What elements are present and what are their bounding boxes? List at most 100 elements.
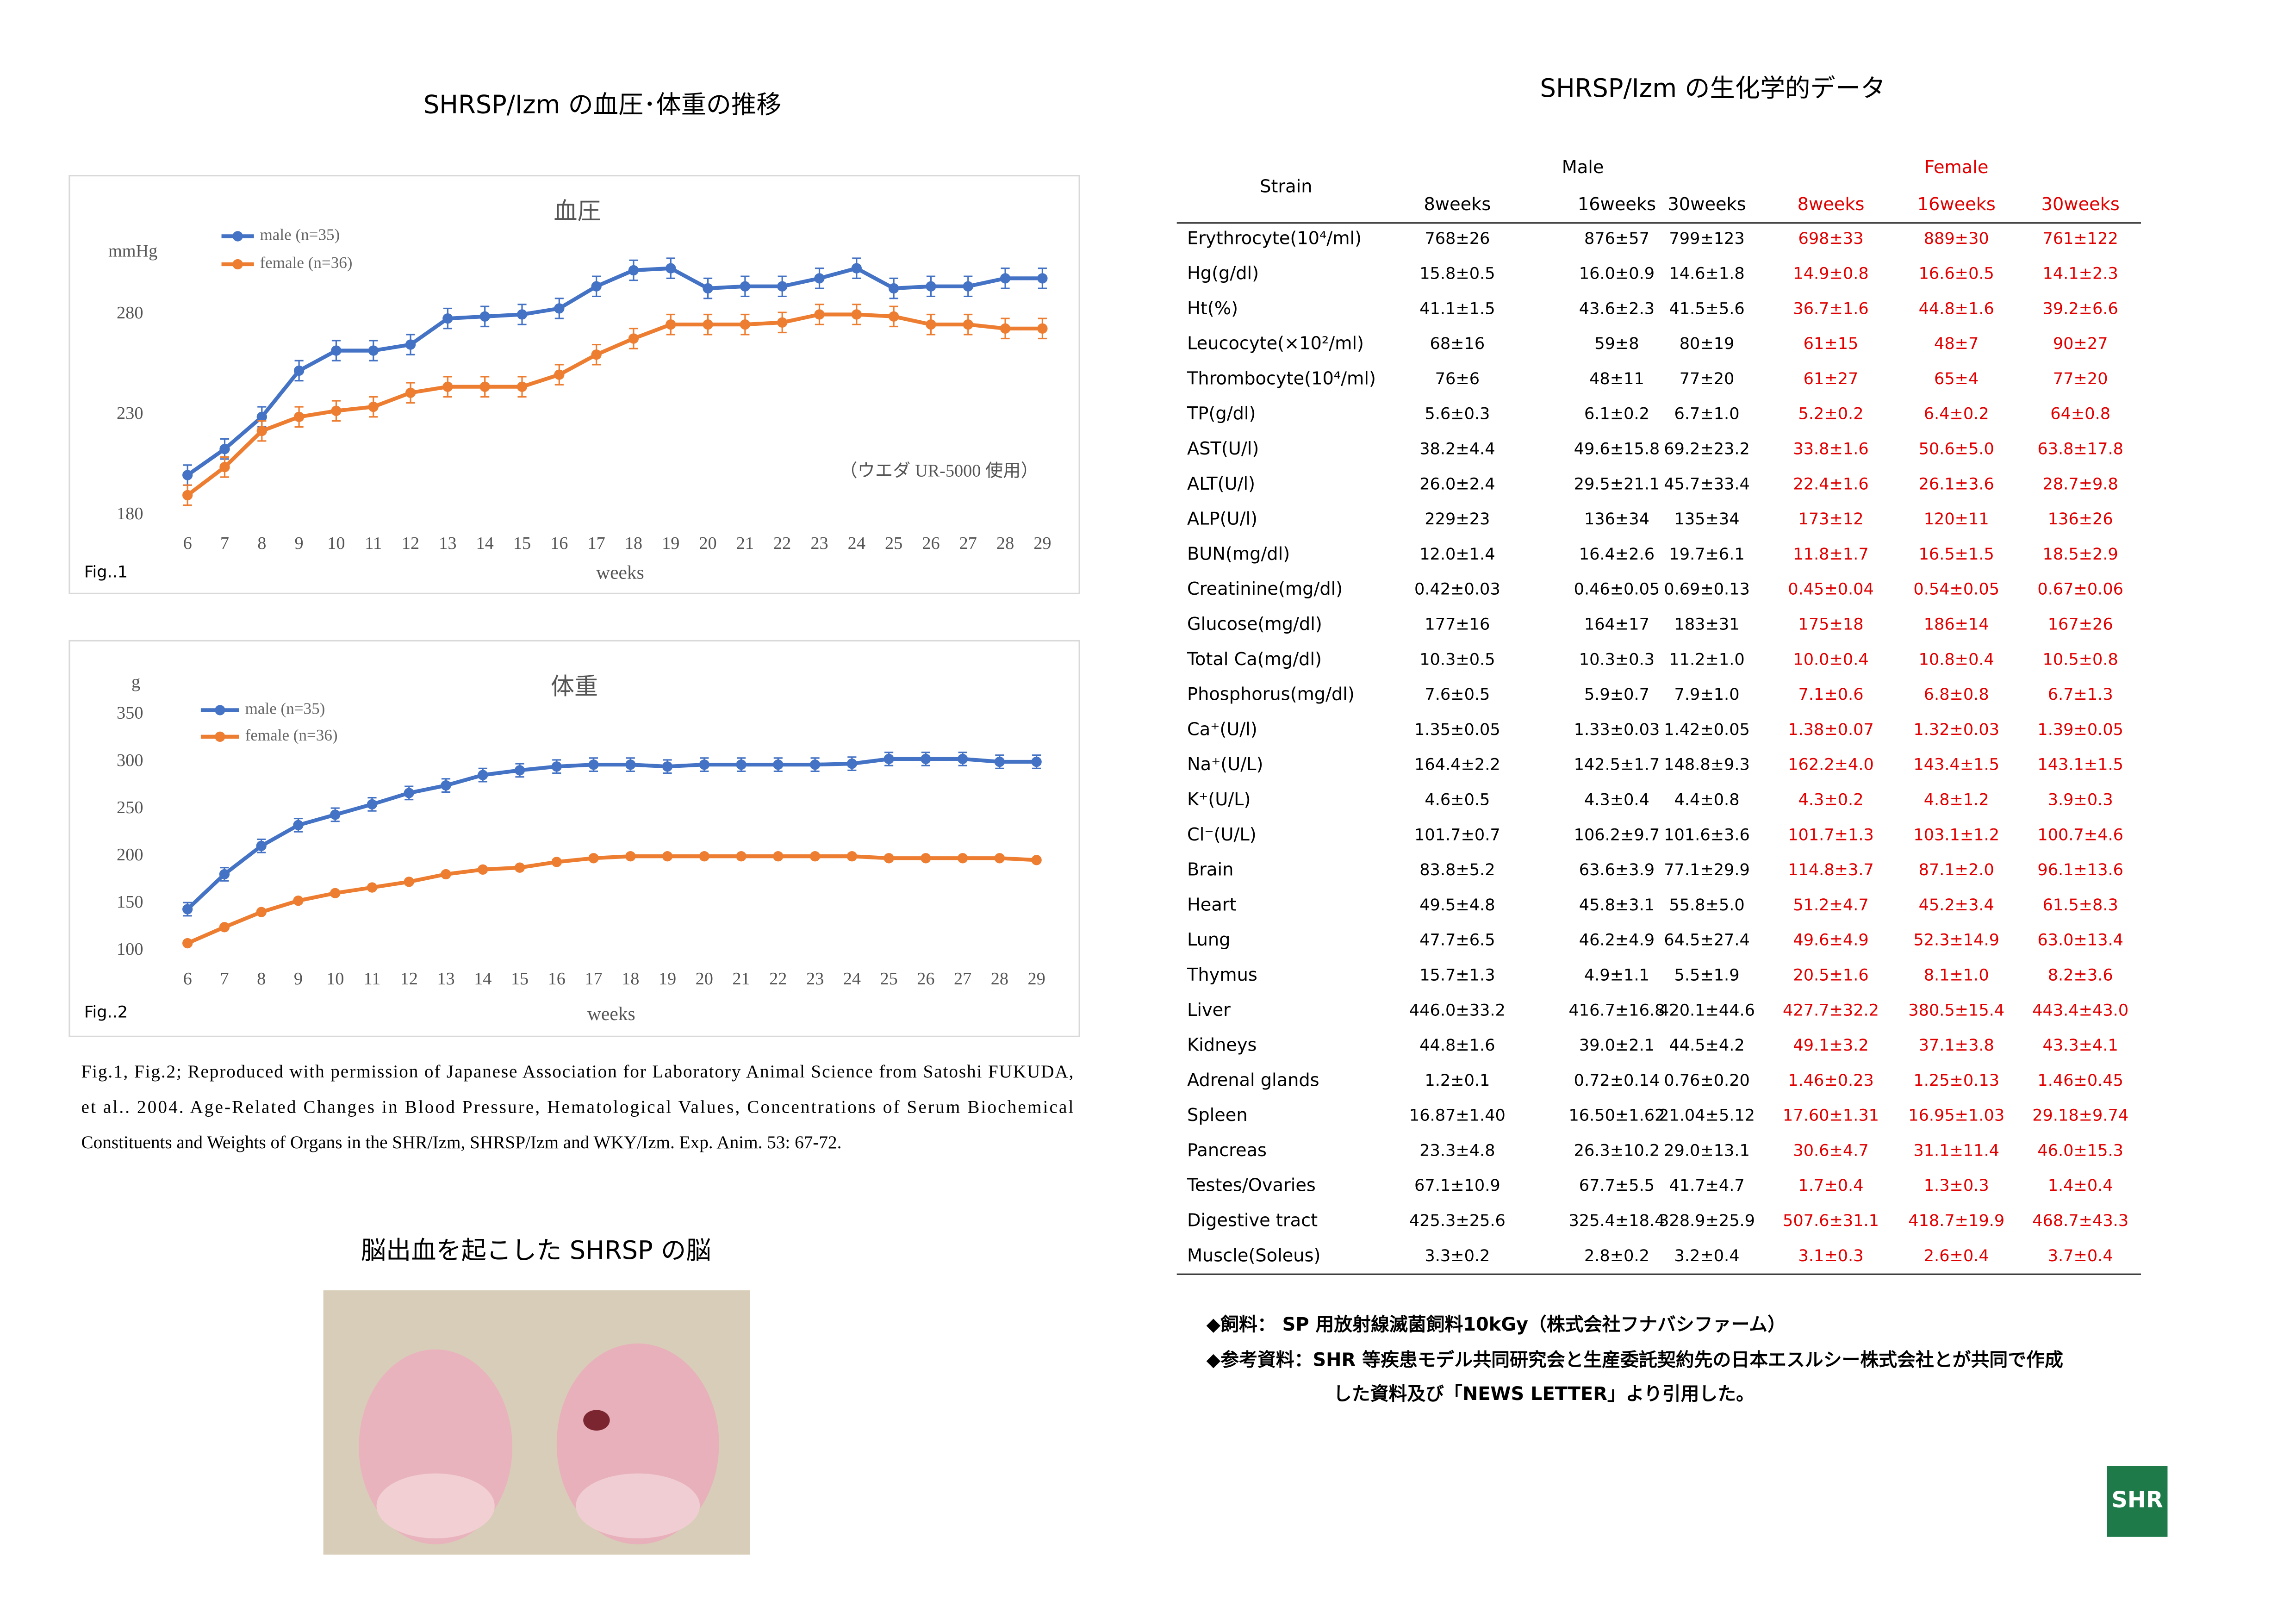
y-axis-label: g: [131, 672, 140, 692]
table-cell: 3.1±0.3: [1798, 1246, 1864, 1265]
x-tick-label: 20: [699, 534, 716, 553]
marker: [478, 770, 488, 780]
table-cell: 1.35±0.05: [1414, 720, 1500, 739]
heading: SHRSP/Izm の生化学的データ: [1540, 74, 1886, 103]
row-label: Adrenal glands: [1187, 1070, 1319, 1090]
marker: [331, 405, 342, 416]
marker: [591, 281, 602, 292]
logo-box: [2107, 1466, 2168, 1537]
marker: [330, 809, 341, 820]
table-cell: 69.2±23.2: [1664, 440, 1750, 459]
table-cell: 39.0±2.1: [1579, 1036, 1655, 1055]
table-cell: 44.5±4.2: [1669, 1036, 1744, 1055]
table-cell: 1.38±0.07: [1788, 720, 1874, 739]
marker: [926, 319, 936, 330]
row-label: Digestive tract: [1187, 1210, 1318, 1231]
table-cell: 1.46±0.45: [2037, 1071, 2123, 1090]
table-cell: 1.46±0.23: [1788, 1071, 1874, 1090]
table-cell: 6.4±0.2: [1924, 404, 1989, 423]
marker: [963, 281, 973, 292]
marker: [591, 349, 602, 360]
x-tick-label: 8: [257, 534, 266, 553]
table-cell: 698±33: [1798, 229, 1864, 248]
table-cell: 41.7±4.7: [1669, 1176, 1744, 1195]
table-cell: 29.0±13.1: [1664, 1141, 1750, 1160]
row-label: Ca⁺(U/l): [1187, 719, 1257, 740]
table-cell: 1.2±0.1: [1425, 1071, 1490, 1090]
marker: [703, 319, 713, 330]
marker: [588, 759, 599, 770]
x-tick-label: 10: [326, 969, 344, 989]
row-label: ALP(U/l): [1187, 509, 1257, 529]
marker: [994, 853, 1005, 864]
table-cell: 37.1±3.8: [1919, 1036, 1994, 1055]
marker: [588, 853, 599, 864]
table-cell: 43.3±4.1: [2043, 1036, 2118, 1055]
x-tick-label: 6: [183, 969, 192, 989]
table-cell: 507.6±31.1: [1783, 1211, 1879, 1230]
table-cell: 4.8±1.2: [1924, 790, 1989, 809]
table-cell: 16.87±1.40: [1409, 1106, 1506, 1125]
figure-label: Fig..2: [84, 1002, 128, 1021]
marker: [777, 281, 788, 292]
table-cell: 4.4±0.8: [1674, 790, 1740, 809]
table-cell: 61±15: [1804, 334, 1859, 353]
table-cell: 8.1±1.0: [1924, 965, 1989, 984]
table-cell: 148.8±9.3: [1664, 755, 1750, 774]
table-cell: 77±20: [1680, 369, 1735, 388]
marker: [740, 319, 751, 330]
table-cell: 38.2±4.4: [1419, 440, 1495, 459]
row-label: Cl⁻(U/L): [1187, 824, 1257, 845]
table-cell: 48±11: [1589, 369, 1644, 388]
table-cell: 17.60±1.31: [1783, 1106, 1879, 1125]
table-cell: 45.8±3.1: [1579, 896, 1655, 915]
table-cell: 328.9±25.9: [1659, 1211, 1755, 1230]
table-cell: 3.3±0.2: [1425, 1246, 1490, 1265]
row-label: Kidneys: [1187, 1035, 1257, 1056]
x-tick-label: 12: [402, 534, 419, 553]
marker: [851, 263, 862, 274]
table-cell: 135±34: [1674, 510, 1740, 529]
table-cell: 100.7±4.6: [2037, 825, 2123, 844]
marker: [957, 753, 968, 765]
table-cell: 90±27: [2053, 334, 2108, 353]
table-cell: 3.2±0.4: [1674, 1246, 1740, 1265]
x-tick-label: 17: [587, 534, 605, 553]
row-label: Thrombocyte(10⁴/ml): [1187, 368, 1376, 389]
x-tick-label: 26: [917, 969, 934, 989]
table-cell: 468.7±43.3: [2032, 1211, 2128, 1230]
table-cell: 67.7±5.5: [1579, 1176, 1655, 1195]
table-cell: 15.8±0.5: [1419, 264, 1495, 283]
marker: [516, 381, 528, 392]
table-cell: 20.5±1.6: [1793, 965, 1868, 984]
x-tick-label: 8: [257, 969, 266, 989]
marker: [330, 888, 341, 898]
x-tick-label: 22: [769, 969, 787, 989]
table-cell: 30.6±4.7: [1793, 1141, 1868, 1160]
series-line: [186, 312, 1043, 497]
table-cell: 1.39±0.05: [2037, 720, 2123, 739]
legend-marker: [215, 731, 225, 742]
table-cell: 63.8±17.8: [2037, 440, 2123, 459]
x-tick-label: 14: [474, 969, 492, 989]
table-cell: 14.6±1.8: [1669, 264, 1744, 283]
marker: [479, 311, 490, 322]
table-cell: 889±30: [1924, 229, 1989, 248]
x-tick-label: 7: [220, 534, 229, 553]
marker: [182, 490, 193, 501]
marker: [442, 381, 453, 392]
table-cell: 143.1±1.5: [2037, 755, 2123, 774]
marker: [884, 753, 894, 765]
x-tick-label: 18: [625, 534, 642, 553]
x-axis-label: weeks: [587, 1003, 635, 1024]
table-cell: 164.4±2.2: [1414, 755, 1500, 774]
header-cell: 8weeks: [1424, 194, 1491, 215]
x-tick-label: 19: [662, 534, 679, 553]
legend-label: female (n=36): [245, 726, 338, 744]
group-header: Female: [1924, 157, 1988, 178]
y-tick-label: 350: [117, 703, 143, 723]
x-tick-label: 15: [513, 534, 531, 553]
marker: [921, 853, 931, 864]
table-cell: 49.5±4.8: [1419, 896, 1495, 915]
table-cell: 101.7±1.3: [1788, 825, 1874, 844]
